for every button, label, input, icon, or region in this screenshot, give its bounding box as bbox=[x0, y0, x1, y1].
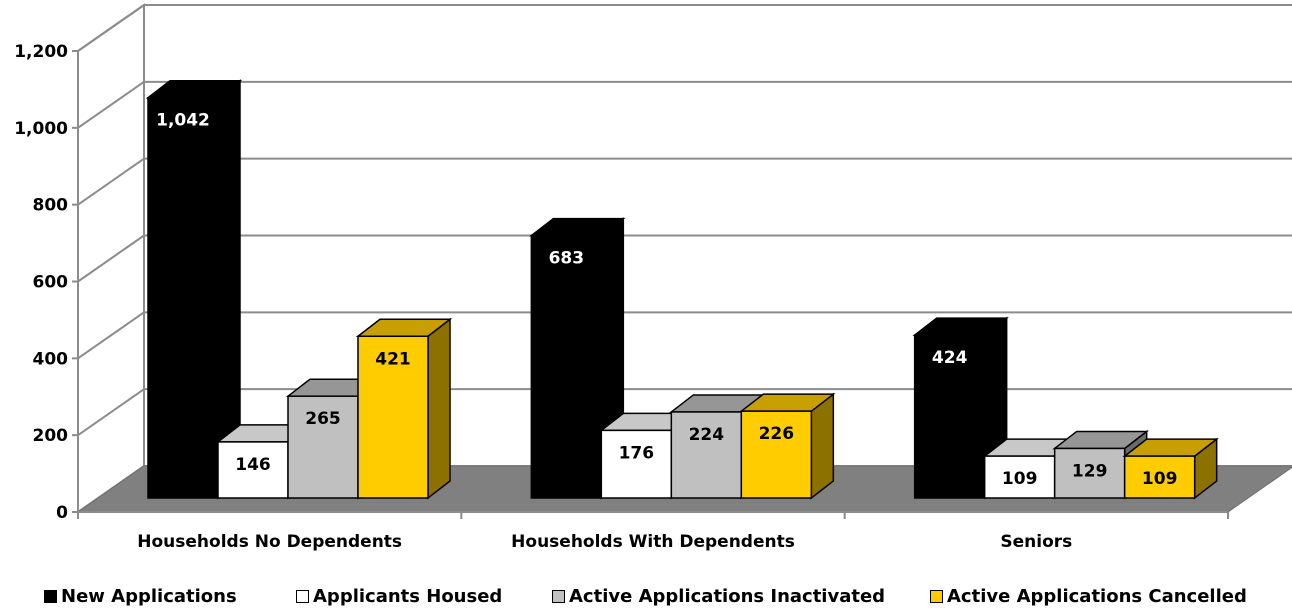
bar-front-new-applications bbox=[913, 334, 986, 499]
legend-item-applicants-housed: Applicants Housed bbox=[296, 586, 502, 607]
data-label-applicants-housed: 109 bbox=[1002, 469, 1038, 489]
data-label-new-applications: 683 bbox=[549, 249, 585, 269]
bar-front-new-applications bbox=[530, 234, 603, 499]
bar-front-active-applications-inactivated bbox=[670, 411, 743, 499]
x-tick-label: Households With Dependents bbox=[511, 532, 795, 552]
y-tick-label: 1,000 bbox=[14, 119, 68, 139]
legend-label: Active Applications Inactivated bbox=[569, 586, 886, 607]
bars bbox=[145, 79, 1219, 500]
bar-active-applications-cancelled bbox=[355, 317, 453, 500]
legend-item-new-applications: New Applications bbox=[44, 586, 237, 607]
bar-front-active-applications-cancelled bbox=[740, 410, 813, 499]
bar-active-applications-cancelled bbox=[739, 392, 836, 500]
axes: 0 200 400 600 800 1,000 1,200 Households No Dep… bbox=[14, 42, 1229, 552]
gridline-side bbox=[77, 234, 145, 283]
legend: New Applications Applicants Housed Active … bbox=[0, 586, 1292, 614]
x-tick-label: Seniors bbox=[1000, 532, 1072, 552]
gridline-side bbox=[77, 81, 145, 129]
gridline-side bbox=[77, 311, 145, 360]
legend-label: Applicants Housed bbox=[313, 586, 503, 607]
y-tick-label: 0 bbox=[56, 503, 68, 523]
bar-front-active-applications-cancelled bbox=[1123, 455, 1196, 499]
bar-side-active-applications-cancelled bbox=[427, 317, 451, 500]
legend-swatch bbox=[296, 590, 309, 603]
legend-item-active-applications-inactivated: Active Applications Inactivated bbox=[552, 586, 885, 607]
data-label-active-applications-cancelled: 421 bbox=[375, 349, 411, 369]
y-tick-label: 800 bbox=[33, 196, 69, 216]
bar-front-applicants-housed bbox=[600, 429, 673, 499]
y-tick-label: 200 bbox=[33, 426, 69, 446]
chart-svg: 0 200 400 600 800 1,000 1,200 Households No Dep… bbox=[14, 3, 1292, 552]
y-tick-label: 400 bbox=[33, 349, 69, 369]
data-label-active-applications-inactivated: 224 bbox=[689, 425, 725, 445]
bar-new-applications bbox=[145, 79, 243, 500]
bar-side-active-applications-cancelled bbox=[810, 392, 835, 500]
legend-swatch bbox=[44, 590, 57, 603]
legend-swatch bbox=[930, 590, 943, 603]
legend-label: Active Applications Cancelled bbox=[947, 586, 1247, 607]
bar-front-active-applications-inactivated bbox=[287, 395, 359, 499]
legend-label: New Applications bbox=[61, 586, 237, 607]
data-labels: 1,042 146 265 421 683 176 224 226 424 109 129 109 bbox=[156, 111, 1177, 489]
gridline-side bbox=[77, 4, 145, 52]
legend-item-active-applications-cancelled: Active Applications Cancelled bbox=[930, 586, 1247, 607]
data-label-new-applications: 1,042 bbox=[156, 111, 210, 131]
bar-front-applicants-housed bbox=[217, 441, 289, 499]
bar-front-active-applications-cancelled bbox=[357, 335, 429, 499]
data-label-active-applications-inactivated: 129 bbox=[1072, 461, 1108, 481]
y-tick-label: 600 bbox=[33, 273, 69, 293]
bar-front-new-applications bbox=[147, 96, 219, 499]
data-label-active-applications-cancelled: 109 bbox=[1142, 469, 1178, 489]
y-tick-label: 1,200 bbox=[14, 42, 68, 62]
gridline-side bbox=[77, 157, 145, 206]
data-label-new-applications: 424 bbox=[932, 348, 968, 368]
data-label-applicants-housed: 146 bbox=[235, 455, 271, 475]
gridline-side bbox=[77, 388, 145, 436]
data-label-applicants-housed: 176 bbox=[619, 443, 655, 463]
legend-swatch bbox=[552, 590, 565, 603]
data-label-active-applications-inactivated: 265 bbox=[305, 409, 341, 429]
bar-active-applications-cancelled bbox=[1122, 437, 1219, 500]
data-label-active-applications-cancelled: 226 bbox=[759, 424, 795, 444]
bar-front-applicants-housed bbox=[983, 455, 1056, 499]
bar-new-applications bbox=[912, 316, 1009, 500]
x-tick-label: Households No Dependents bbox=[137, 532, 402, 552]
